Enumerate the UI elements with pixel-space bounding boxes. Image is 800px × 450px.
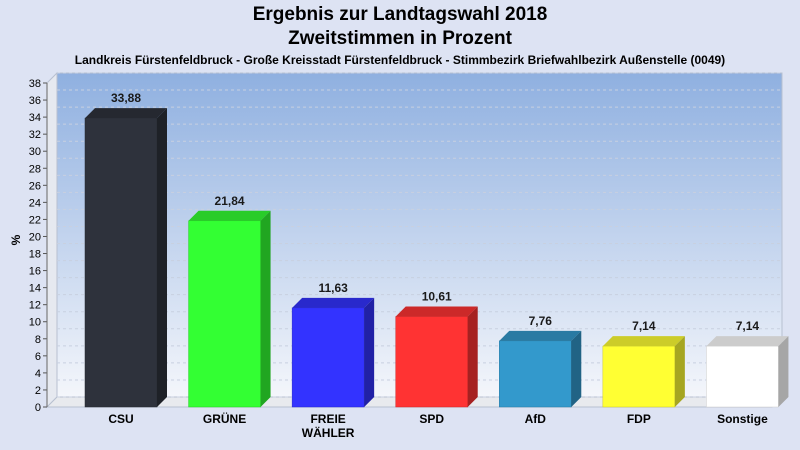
bar-value-label: 7,14 [736,319,760,333]
y-tick-label: 4 [35,368,41,380]
bar-value-label: 7,14 [632,319,656,333]
y-tick-label: 6 [35,351,41,363]
bar-side [778,336,789,407]
bar-side [260,210,271,407]
bar-freie-wähler [291,297,375,408]
bar-top [188,210,271,221]
bar-value-label: 7,76 [529,314,553,328]
y-tick-label: 22 [29,214,41,226]
x-category-label: WÄHLER [302,425,355,440]
y-tick-label: 32 [29,129,41,141]
bar-afd [499,330,582,408]
bar-side [157,108,167,407]
bar-csu [84,108,167,408]
bar-value-label: 21,84 [215,194,245,208]
bar-side [674,336,685,407]
bar-front [706,345,779,408]
x-category-label: GRÜNE [203,411,246,426]
y-tick-label: 34 [29,112,41,124]
y-tick-label: 26 [29,180,41,192]
y-axis-label: % [9,234,23,245]
y-tick-label: 20 [29,231,41,243]
bar-front [291,307,365,408]
bar-front [395,316,468,408]
bar-front [602,345,676,408]
bar-top [499,330,582,341]
y-tick-label: 12 [29,300,41,312]
y-tick-label: 24 [29,197,41,209]
bar-sonstige [706,336,789,408]
x-category-label: CSU [108,412,133,426]
y-tick-label: 10 [29,317,41,329]
x-category-label: SPD [419,412,444,426]
bar-value-label: 11,63 [318,281,348,295]
y-tick-label: 14 [29,283,41,295]
bar-spd [395,306,478,408]
y-tick-label: 18 [29,249,41,261]
bar-front [84,117,158,408]
bar-front [499,340,572,408]
chart-subtitle: Zweitstimmen in Prozent [288,28,512,49]
y-tick-label: 36 [29,95,41,107]
y-tick-label: 8 [35,334,41,346]
bar-top [292,297,375,308]
bar-top [85,108,167,119]
bar-fdp [602,336,685,408]
y-tick-label: 2 [35,385,41,397]
bar-side [467,306,478,407]
chart-title: Ergebnis zur Landtagswahl 2018 [252,4,548,25]
y-tick-label: 38 [29,78,41,90]
plot-side-wall [46,71,58,409]
x-category-label: Sonstige [717,412,768,426]
bar-value-label: 33,88 [111,91,141,105]
y-tick-label: 30 [29,146,41,158]
bar-side [364,297,375,407]
bar-side [571,330,582,407]
x-category-label: AfD [525,412,547,426]
bar-top [706,336,789,347]
bar-grüne [188,210,271,408]
bar-front [188,220,261,408]
chart-region-caption: Landkreis Fürstenfeldbruck - Große Kreis… [74,53,726,67]
bar-top [395,306,478,317]
y-tick-label: 28 [29,163,41,175]
x-category-label: FDP [627,412,651,426]
y-tick-label: 0 [35,402,41,414]
bar-value-label: 10,61 [422,290,452,304]
bar-top [602,336,685,347]
x-category-label: FREIE [310,412,345,426]
y-tick-label: 16 [29,266,41,278]
